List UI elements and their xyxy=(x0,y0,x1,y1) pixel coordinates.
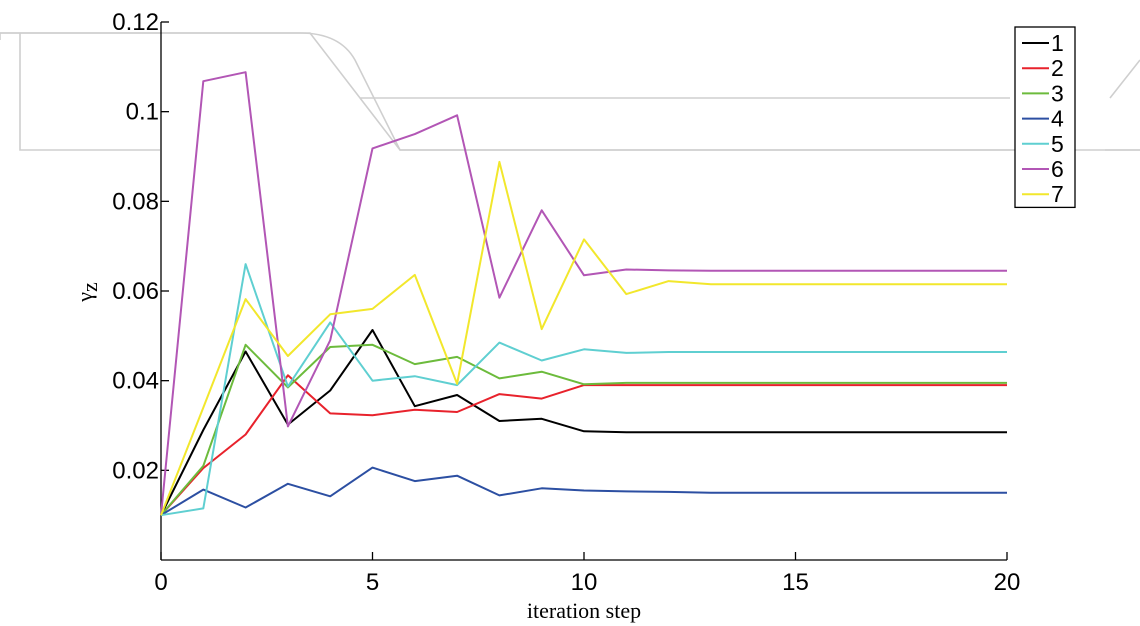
x-tick-label: 10 xyxy=(571,569,598,596)
y-tick-label: 0.02 xyxy=(112,457,159,484)
x-tick-label: 5 xyxy=(366,569,379,596)
y-tick-label: 0.06 xyxy=(112,278,159,305)
legend-label-5: 5 xyxy=(1051,131,1064,157)
series-line-3 xyxy=(160,343,1007,516)
axes xyxy=(160,22,1007,561)
y-axis-label-main: γ xyxy=(72,292,97,303)
background-watermark-shape xyxy=(0,32,1140,151)
series-line-5 xyxy=(160,263,1007,517)
y-axis-label: γz xyxy=(72,282,102,303)
series-line-2 xyxy=(160,374,1007,516)
axis-ticks: 0 5 10 15 20 0.02 0.04 0.06 0.08 0.1 0.12 xyxy=(112,9,1020,596)
legend-label-2: 2 xyxy=(1051,55,1064,81)
x-tick-label: 20 xyxy=(994,569,1021,596)
legend-label-6: 6 xyxy=(1051,156,1064,182)
x-tick-label: 0 xyxy=(154,569,167,596)
background-watermark-curve xyxy=(0,32,1140,151)
y-axis-label-sub: z xyxy=(77,282,102,292)
x-tick-label: 15 xyxy=(782,569,809,596)
y-tick-label: 0.04 xyxy=(112,368,159,395)
legend-label-4: 4 xyxy=(1051,106,1064,132)
series-line-6 xyxy=(160,71,1007,516)
y-tick-label: 0.1 xyxy=(126,99,159,126)
series-layer xyxy=(160,71,1007,517)
legend-label-1: 1 xyxy=(1051,30,1064,56)
series-line-4 xyxy=(160,466,1007,517)
y-tick-label: 0.08 xyxy=(112,188,159,215)
x-axis-label: iteration step xyxy=(527,598,641,623)
series-line-1 xyxy=(160,329,1007,516)
legend-label-3: 3 xyxy=(1051,80,1064,106)
series-line-7 xyxy=(160,160,1007,516)
legend-label-7: 7 xyxy=(1051,181,1064,207)
y-tick-label: 0.12 xyxy=(112,9,159,36)
legend-box xyxy=(1014,26,1076,209)
